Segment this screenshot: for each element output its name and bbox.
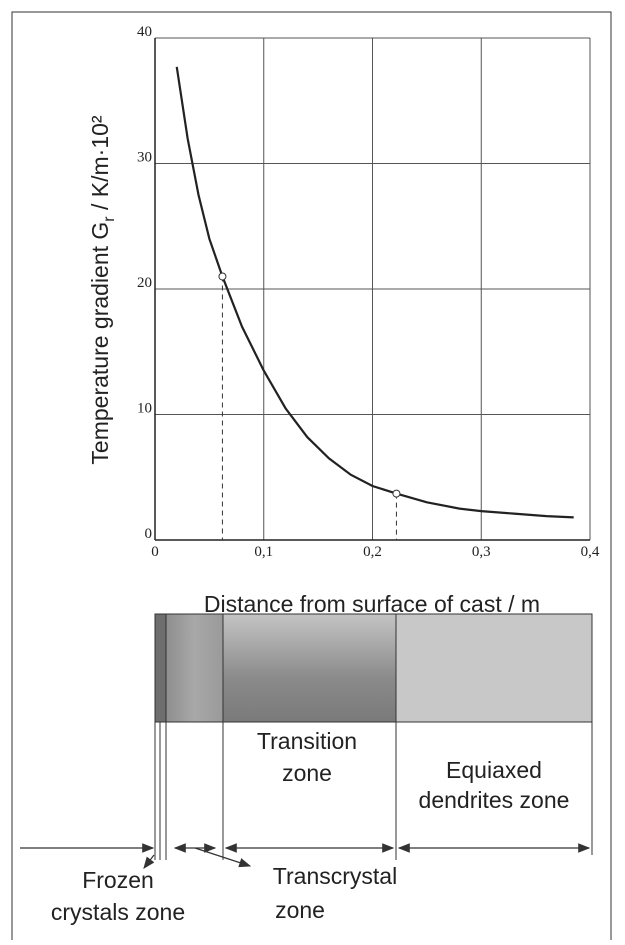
x-tick-label: 0,3 (472, 544, 491, 560)
data-line (175, 66, 574, 519)
cast-section: Frozen crystals zone Transcrystal zone Tra… (20, 613, 593, 925)
zone-equiaxed (396, 614, 592, 722)
y-tick-label: 20 (137, 275, 152, 291)
y-tick-label: 0 (145, 526, 153, 542)
zone-boundaries (154, 614, 593, 860)
marker (218, 272, 227, 281)
y-label-sub: r (101, 216, 118, 222)
y-tick-label: 40 (137, 24, 152, 40)
y-tick-label: 10 (137, 401, 152, 417)
zone-frozen (155, 614, 166, 722)
zone-label: Transcrystal zone (273, 863, 397, 923)
zone-transcrystal (166, 614, 223, 722)
y-tick-label: 30 (137, 150, 152, 166)
x-axis-label: Distance from surface of cast / m (204, 591, 540, 617)
section-border (154, 613, 593, 723)
zone-label: Equiaxed dendrites zone (419, 757, 570, 813)
y-axis-label: Temperature gradient Gr / K/m·10² (87, 115, 118, 465)
zone-label: Frozen crystals zone (51, 867, 185, 925)
zone-arrows (20, 843, 591, 869)
x-tick-label: 0,2 (363, 544, 382, 560)
frame (11, 11, 612, 940)
marker (392, 489, 401, 498)
y-label-unit: / K/m·10² (87, 115, 113, 216)
zone-transition (223, 614, 396, 722)
zone-label: Transition zone (257, 728, 357, 786)
x-tick-label: 0,1 (254, 544, 273, 560)
plot: 0 10 20 30 40 0 0,1 0,2 0,3 0,4 (137, 24, 600, 560)
x-tick-label: 0 (151, 544, 159, 560)
y-label-main: Temperature gradient G (87, 222, 113, 465)
x-tick-label: 0,4 (581, 544, 600, 560)
